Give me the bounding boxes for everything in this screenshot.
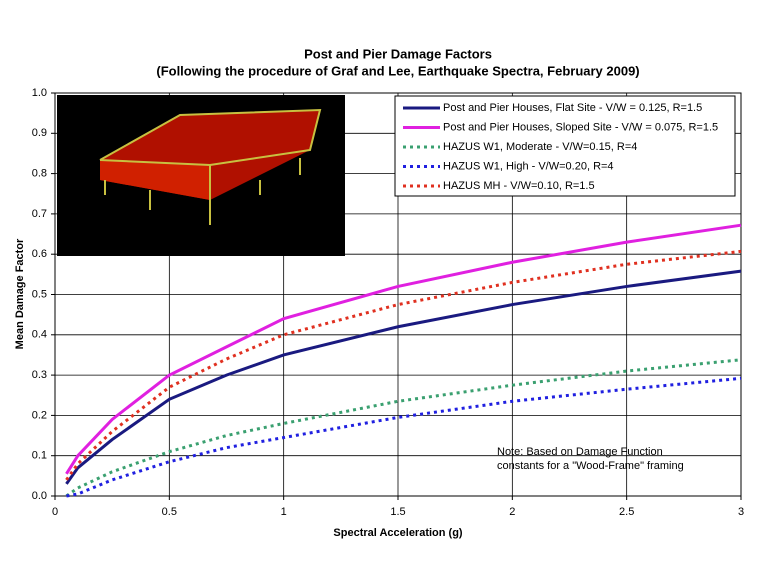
x-tick-label: 2.5 xyxy=(619,506,634,518)
legend-label: HAZUS MH - V/W=0.10, R=1.5 xyxy=(443,180,595,192)
y-tick-label: 0.9 xyxy=(32,127,47,139)
y-tick-label: 0.2 xyxy=(32,409,47,421)
x-tick-label: 2 xyxy=(509,506,515,518)
x-tick-label: 0 xyxy=(52,506,58,518)
y-tick-label: 0.3 xyxy=(32,369,47,381)
annotation: constants for a "Wood-Frame" framing xyxy=(497,460,684,472)
y-tick-label: 0.7 xyxy=(32,208,47,220)
x-tick-label: 0.5 xyxy=(162,506,177,518)
annotation: Note: Based on Damage Function xyxy=(497,446,663,458)
chart-title: Post and Pier Damage Factors xyxy=(304,46,492,61)
legend-label: HAZUS W1, Moderate - V/W=0.15, R=4 xyxy=(443,141,637,153)
y-tick-label: 0.8 xyxy=(32,168,47,180)
series-line xyxy=(66,376,742,498)
legend-label: Post and Pier Houses, Sloped Site - V/W … xyxy=(443,121,718,133)
legend-label: HAZUS W1, High - V/W=0.20, R=4 xyxy=(443,160,614,172)
legend-box xyxy=(394,95,736,197)
y-tick-label: 0.5 xyxy=(32,288,47,300)
x-tick-label: 1 xyxy=(281,506,287,518)
photo xyxy=(57,95,345,256)
y-tick-label: 1.0 xyxy=(32,87,47,99)
chart-subtitle: (Following the procedure of Graf and Lee… xyxy=(156,63,639,78)
x-tick-label: 1.5 xyxy=(390,506,405,518)
y-tick-label: 0.6 xyxy=(32,248,47,260)
series-line xyxy=(65,249,742,481)
x-axis-label: Spectral Acceleration (g) xyxy=(333,527,463,539)
series-line xyxy=(65,223,742,475)
y-tick-label: 0.0 xyxy=(32,490,47,502)
legend-label: Post and Pier Houses, Flat Site - V/W = … xyxy=(443,102,702,114)
x-tick-label: 3 xyxy=(738,506,744,518)
y-axis-label: Mean Damage Factor xyxy=(14,238,26,349)
y-tick-label: 0.4 xyxy=(32,329,47,341)
legend: Post and Pier Houses, Flat Site - V/W = … xyxy=(394,95,736,197)
series-line xyxy=(65,269,742,485)
series-line xyxy=(65,358,742,498)
y-tick-label: 0.1 xyxy=(32,450,47,462)
plot-area: 0.0 0.1 0.2 0.3 0.4 0.5 0.6 0.7 0.8 0.9 1.0 0 0.5 1 1.… xyxy=(32,87,744,518)
plot-border xyxy=(54,92,742,497)
